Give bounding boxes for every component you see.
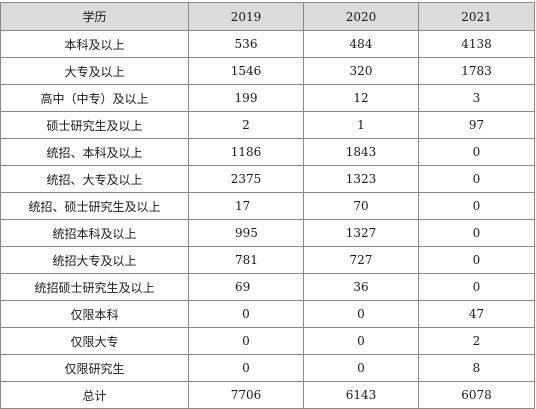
cell-2021: 1783 [418,57,535,85]
table-row: 统招本科及以上 995 1327 0 [0,219,535,247]
cell-2019: 0 [188,327,304,355]
row-label: 总计 [0,381,189,409]
table-row: 仅限本科 0 0 47 [0,300,535,328]
header-2021: 2021 [418,2,535,31]
cell-2020: 36 [303,273,419,301]
cell-2020: 1843 [303,138,419,166]
row-label: 统招、硕士研究生及以上 [0,192,189,220]
cell-2019: 781 [188,246,304,274]
row-label: 大专及以上 [0,57,189,85]
cell-2019: 2 [188,111,304,139]
cell-2019: 0 [188,300,304,328]
row-label: 硕士研究生及以上 [0,111,189,139]
cell-2021: 4138 [418,30,535,58]
cell-2019: 0 [188,354,304,382]
cell-2020: 1 [303,111,419,139]
cell-2021: 8 [418,354,535,382]
cell-2020: 6143 [303,381,419,409]
row-label: 统招、本科及以上 [0,138,189,166]
cell-2020: 484 [303,30,419,58]
table-row: 高中（中专）及以上 199 12 3 [0,84,535,112]
table-body: 本科及以上 536 484 4138 大专及以上 1546 320 1783 高… [0,30,535,409]
cell-2020: 12 [303,84,419,112]
header-row: 学历 2019 2020 2021 [0,2,535,31]
cell-2019: 2375 [188,165,304,193]
table-row: 仅限研究生 0 0 8 [0,354,535,382]
table-row: 大专及以上 1546 320 1783 [0,57,535,85]
table-row: 硕士研究生及以上 2 1 97 [0,111,535,139]
cell-2021: 47 [418,300,535,328]
table-row: 统招硕士研究生及以上 69 36 0 [0,273,535,301]
cell-2020: 1323 [303,165,419,193]
table-header: 学历 2019 2020 2021 [0,2,535,31]
table-row: 本科及以上 536 484 4138 [0,30,535,58]
table-row-total: 总计 7706 6143 6078 [0,381,535,409]
table-row: 仅限大专 0 0 2 [0,327,535,355]
table-row: 统招、大专及以上 2375 1323 0 [0,165,535,193]
cell-2021: 0 [418,246,535,274]
row-label: 统招、大专及以上 [0,165,189,193]
cell-2019: 199 [188,84,304,112]
cell-2021: 0 [418,138,535,166]
cell-2020: 0 [303,327,419,355]
table-row: 统招大专及以上 781 727 0 [0,246,535,274]
cell-2019: 1186 [188,138,304,166]
row-label: 本科及以上 [0,30,189,58]
cell-2019: 17 [188,192,304,220]
cell-2020: 0 [303,354,419,382]
cell-2019: 1546 [188,57,304,85]
cell-2021: 2 [418,327,535,355]
row-label: 仅限研究生 [0,354,189,382]
cell-2021: 97 [418,111,535,139]
row-label: 统招大专及以上 [0,246,189,274]
row-label: 仅限本科 [0,300,189,328]
header-education: 学历 [0,2,189,31]
cell-2020: 1327 [303,219,419,247]
cell-2021: 0 [418,165,535,193]
cell-2020: 0 [303,300,419,328]
header-2020: 2020 [303,2,419,31]
row-label: 统招本科及以上 [0,219,189,247]
cell-2019: 69 [188,273,304,301]
cell-2020: 70 [303,192,419,220]
cell-2021: 0 [418,192,535,220]
table-row: 统招、本科及以上 1186 1843 0 [0,138,535,166]
cell-2021: 0 [418,219,535,247]
cell-2020: 727 [303,246,419,274]
cell-2020: 320 [303,57,419,85]
header-2019: 2019 [188,2,304,31]
cell-2021: 3 [418,84,535,112]
cell-2021: 6078 [418,381,535,409]
table-row: 统招、硕士研究生及以上 17 70 0 [0,192,535,220]
row-label: 仅限大专 [0,327,189,355]
cell-2021: 0 [418,273,535,301]
cell-2019: 995 [188,219,304,247]
row-label: 高中（中专）及以上 [0,84,189,112]
row-label: 统招硕士研究生及以上 [0,273,189,301]
cell-2019: 536 [188,30,304,58]
cell-2019: 7706 [188,381,304,409]
